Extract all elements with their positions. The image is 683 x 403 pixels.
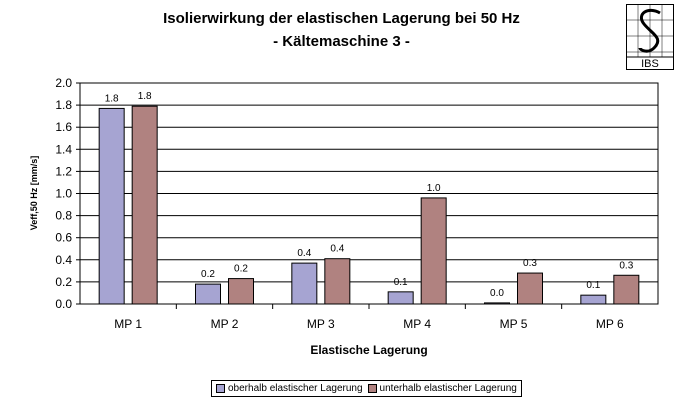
chart-title: Isolierwirkung der elastischen Lagerung … [163,10,520,27]
y-tick-label: 1.4 [55,142,72,156]
legend-label-series1: oberhalb elastischer Lagerung [228,383,363,394]
data-label: 1.8 [138,91,152,102]
data-label: 0.3 [619,260,633,271]
chart-subtitle: - Kältemaschine 3 - [273,33,410,50]
data-label: 0.1 [394,277,408,288]
x-tick-label: MP 5 [500,317,528,331]
bar-1 [98,107,125,305]
bar-1 [580,294,607,305]
y-tick-label: 2.0 [55,76,72,90]
legend-swatch-series2 [367,384,377,393]
legend-item-series1: oberhalb elastischer Lagerung [216,383,363,394]
bar-2 [228,278,254,305]
data-label: 0.0 [490,288,504,299]
y-tick-label: 0.8 [55,209,72,223]
bar-2 [420,197,447,305]
gridlines [76,82,658,309]
y-tick-label: 0.2 [55,275,72,289]
legend: oberhalb elastischer Lagerung unterhalb … [211,380,522,397]
bar-1 [387,291,414,305]
data-label: 0.2 [201,269,215,280]
axes [79,82,659,305]
plot-area-frame [79,82,659,305]
legend-item-series2: unterhalb elastischer Lagerung [367,383,517,394]
data-label: 0.4 [330,244,344,255]
y-tick-label: 0.6 [55,231,72,245]
x-tick-label: MP 2 [211,317,239,331]
x-tick-label: MP 3 [307,317,335,331]
data-label: 0.4 [297,248,311,259]
data-labels: 1.8 1.8 0.2 0.2 0.4 0.4 0.1 1.0 0.0 0.3 0.1 0.3 [105,91,634,299]
logo-text: IBS [641,58,659,70]
y-tick-label: 1.0 [55,187,72,201]
x-tick-labels: MP 1 MP 2 MP 3 MP 4 MP 5 MP 6 [114,317,624,331]
y-tick-label: 1.2 [55,164,72,178]
x-axis-label: Elastische Lagerung [310,343,427,357]
bar-2 [613,274,640,305]
bar-2 [324,258,351,305]
y-tick-label: 0.0 [55,297,72,311]
x-tick-label: MP 6 [596,317,624,331]
data-label: 1.8 [105,93,119,104]
data-label: 0.3 [523,258,537,269]
ibs-logo: IBS [626,4,674,70]
data-label: 1.0 [427,183,441,194]
y-axis-label: Veff,50 Hz [mm/s] [29,156,39,231]
bars [98,105,640,305]
data-label: 0.1 [586,280,600,291]
x-tick-label: MP 1 [114,317,142,331]
bar-2 [131,105,158,305]
y-tick-label: 1.6 [55,120,72,134]
y-tick-labels: 0.0 0.2 0.4 0.6 0.8 1.0 1.2 1.4 1.6 1.8 2.0 [55,76,72,311]
data-label: 0.2 [234,264,248,275]
legend-label-series2: unterhalb elastischer Lagerung [379,383,517,394]
y-tick-label: 0.4 [55,253,72,267]
y-tick-label: 1.8 [55,98,72,112]
bar-1 [291,262,318,305]
legend-swatch-series1 [216,384,225,393]
x-tick-label: MP 4 [403,317,431,331]
bar-2 [517,272,543,305]
bar-1 [195,283,221,305]
